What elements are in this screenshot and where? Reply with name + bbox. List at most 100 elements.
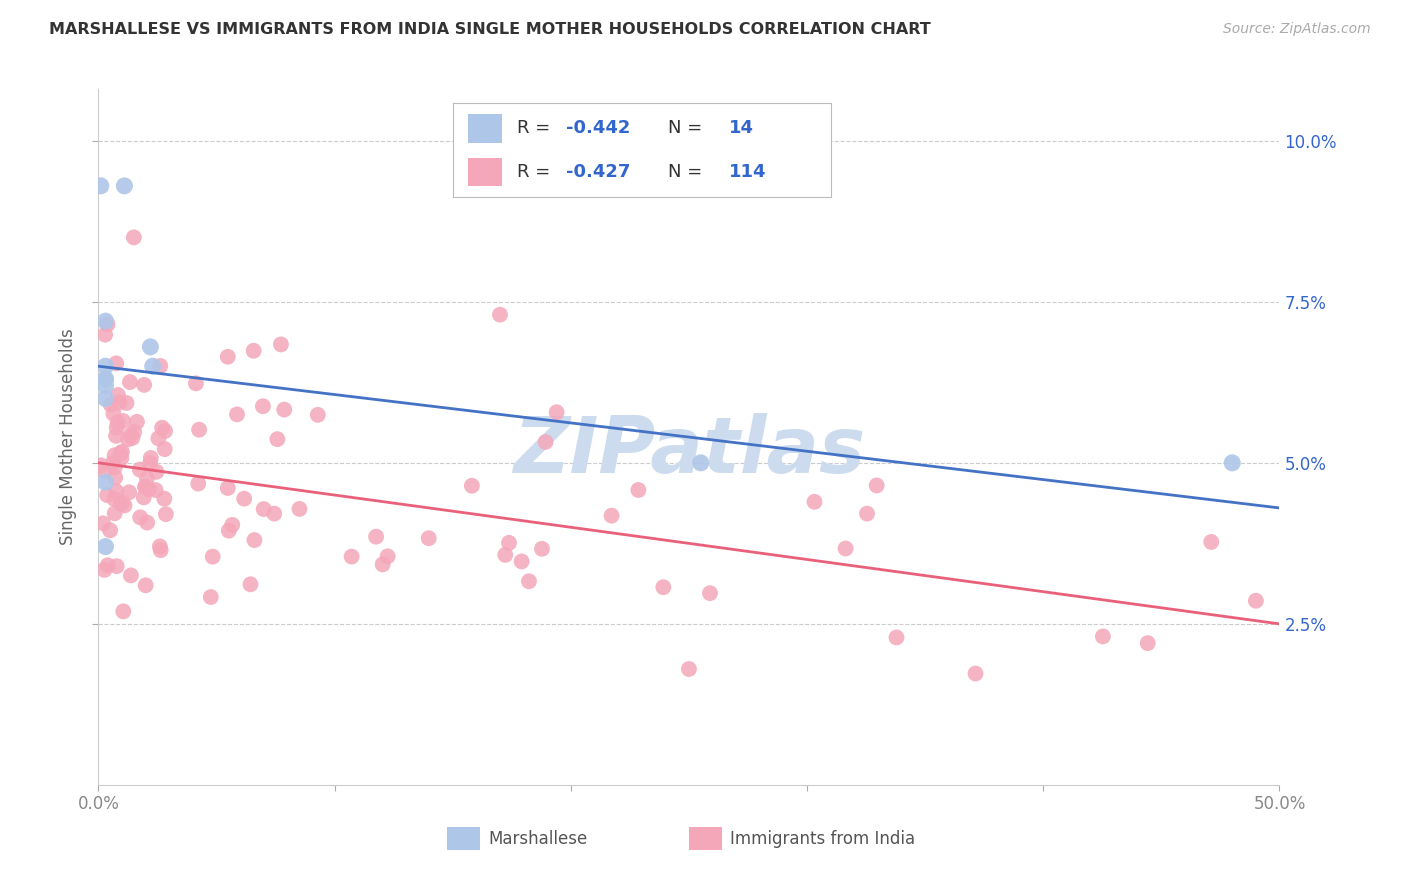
Point (138, 483, 160, 497)
Point (600, 508, 623, 523)
Point (217, 481, 239, 495)
Point (145, 465, 167, 479)
Text: Marshallese: Marshallese (488, 830, 588, 847)
Point (94, 392, 117, 406)
Point (94, 359, 117, 374)
Point (149, 543, 172, 558)
Point (307, 408, 329, 422)
Point (494, 548, 516, 562)
Point (103, 492, 125, 507)
Point (155, 507, 177, 521)
Point (96, 318, 118, 332)
Point (105, 420, 128, 434)
Point (153, 491, 176, 506)
Point (217, 350, 239, 364)
Point (120, 428, 142, 442)
Point (115, 396, 138, 410)
Point (530, 541, 553, 556)
Point (498, 536, 520, 550)
Point (122, 425, 145, 439)
Point (90, 178, 112, 193)
Point (135, 578, 157, 592)
Point (273, 402, 295, 417)
Point (221, 517, 243, 532)
Point (803, 495, 825, 509)
Point (93, 464, 115, 478)
Point (94, 372, 117, 386)
Point (121, 431, 143, 445)
Point (117, 433, 139, 447)
Point (1091, 629, 1114, 643)
Point (104, 460, 127, 475)
Point (834, 541, 856, 556)
Point (266, 432, 288, 446)
Point (218, 524, 240, 538)
Point (233, 491, 256, 506)
Point (699, 586, 721, 600)
Point (187, 476, 209, 491)
Point (188, 423, 211, 437)
Point (105, 429, 128, 443)
Point (91, 516, 114, 531)
Point (104, 470, 127, 484)
Point (139, 456, 162, 470)
Point (105, 484, 128, 499)
Point (243, 533, 266, 547)
Point (418, 531, 440, 545)
Text: Immigrants from India: Immigrants from India (730, 830, 915, 847)
Point (134, 378, 156, 392)
Point (122, 230, 145, 244)
Point (97, 558, 120, 573)
Point (110, 495, 132, 509)
Point (118, 485, 141, 500)
Point (253, 502, 276, 516)
Point (132, 491, 155, 505)
Point (110, 451, 132, 466)
Point (461, 479, 484, 493)
Point (135, 471, 157, 485)
Point (534, 435, 557, 450)
Point (856, 507, 879, 521)
Point (510, 554, 533, 568)
Point (110, 447, 132, 461)
Point (965, 666, 987, 681)
Point (94, 372, 117, 386)
Point (93, 563, 115, 577)
Y-axis label: Single Mother Households: Single Mother Households (59, 329, 77, 545)
Point (149, 540, 172, 554)
Point (489, 308, 512, 322)
Point (90, 458, 112, 473)
Point (270, 337, 292, 351)
Point (226, 408, 249, 422)
Point (94, 314, 117, 328)
Point (104, 448, 127, 462)
Point (134, 480, 156, 494)
Point (94, 378, 117, 392)
Point (94, 327, 117, 342)
Point (112, 414, 135, 428)
Point (239, 577, 262, 591)
Point (145, 483, 167, 497)
Point (200, 590, 222, 604)
Point (678, 662, 700, 676)
Point (114, 499, 136, 513)
Point (1136, 636, 1159, 650)
Point (108, 395, 131, 409)
Point (153, 442, 176, 456)
Point (96, 488, 118, 502)
Point (128, 462, 150, 476)
Text: MARSHALLESE VS IMMIGRANTS FROM INDIA SINGLE MOTHER HOUSEHOLDS CORRELATION CHART: MARSHALLESE VS IMMIGRANTS FROM INDIA SIN… (49, 22, 931, 37)
Point (112, 604, 135, 618)
Point (100, 398, 122, 412)
Point (134, 480, 156, 494)
Point (1244, 593, 1267, 607)
Point (107, 415, 129, 429)
Point (98, 524, 121, 538)
Point (136, 516, 159, 530)
Point (112, 178, 135, 193)
Point (125, 415, 148, 429)
Point (139, 450, 162, 465)
Point (105, 356, 128, 370)
Point (340, 549, 363, 564)
Point (252, 399, 274, 413)
